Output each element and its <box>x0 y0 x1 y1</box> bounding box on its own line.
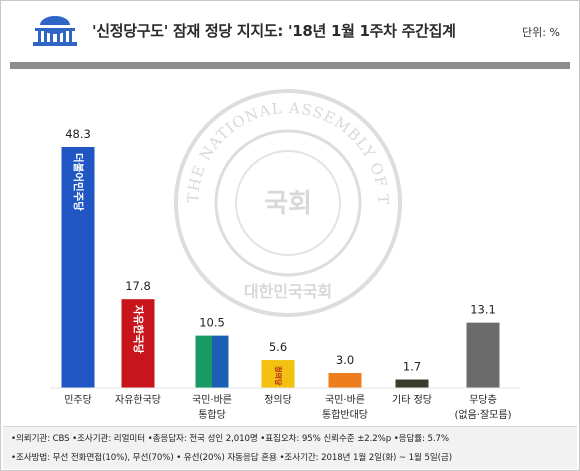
bar-1 <box>61 147 95 388</box>
bar-3-right-half <box>212 335 229 388</box>
national-assembly-seal-watermark: THE NATIONAL ASSEMBLY OF THE REPUBLIC OF… <box>168 83 402 317</box>
bar-6 <box>395 379 429 388</box>
survey-info-footer: •의뢰기관: CBS •조사기관: 리얼미터 •총응답자: 전국 성인 2,01… <box>3 426 577 469</box>
bar-3 <box>195 335 212 388</box>
value-label-4: 5.6 <box>269 340 287 354</box>
survey-info-line-1: •의뢰기관: CBS •조사기관: 리얼미터 •총응답자: 전국 성인 2,01… <box>11 434 449 444</box>
value-label-1: 48.3 <box>65 127 91 141</box>
category-label-5-line-1: 국민·바른 <box>325 394 365 406</box>
chart-title: '신정당구도' 잠재 정당 지지도: '18년 1월 1주차 주간집계 <box>92 22 456 40</box>
category-label-3-line-1: 국민·바른 <box>192 394 232 406</box>
category-label-7-line-2: (없음·잘모름) <box>455 408 512 421</box>
category-label-4: 정의당 <box>264 394 292 406</box>
header-divider <box>10 62 570 69</box>
bar-2 <box>121 299 155 388</box>
survey-info-line-2: •조사방법: 무선 전화면접(10%), 무선(70%) • 유선(20%) 자… <box>11 453 452 463</box>
bar-5 <box>328 373 362 388</box>
value-label-3: 10.5 <box>199 316 225 330</box>
value-label-7: 13.1 <box>470 303 496 317</box>
seal-bottom-text: 대한민국국회 <box>244 282 332 301</box>
bar-party-logo-text-2: 자유한국당 <box>132 305 145 354</box>
bar-7 <box>466 322 500 388</box>
bar-chart: 48.3더불어민주당민주당17.8자유한국당자유한국당10.5국민·바른통합당5… <box>50 127 520 421</box>
chart-header: '신정당구도' 잠재 정당 지지도: '18년 1월 1주차 주간집계 단위: … <box>0 0 580 62</box>
unit-label: 단위: % <box>522 26 560 39</box>
category-label-7-line-1: 무당층 <box>469 394 497 406</box>
category-label-5-line-2: 통합반대당 <box>322 409 368 421</box>
national-assembly-icon <box>33 16 77 46</box>
bar-party-logo-text-1: 더불어민주당 <box>72 153 85 211</box>
value-label-6: 1.7 <box>403 360 421 374</box>
value-label-5: 3.0 <box>336 353 354 367</box>
bar-4 <box>261 360 295 388</box>
category-label-3-line-2: 통합당 <box>198 409 226 421</box>
category-label-6: 기타 정당 <box>392 394 432 406</box>
value-label-2: 17.8 <box>125 279 151 293</box>
seal-center-text: 국회 <box>264 189 312 219</box>
category-label-2: 자유한국당 <box>115 394 161 406</box>
bar-party-logo-text-4: 정의당 <box>274 366 283 386</box>
category-label-1: 민주당 <box>64 394 92 406</box>
